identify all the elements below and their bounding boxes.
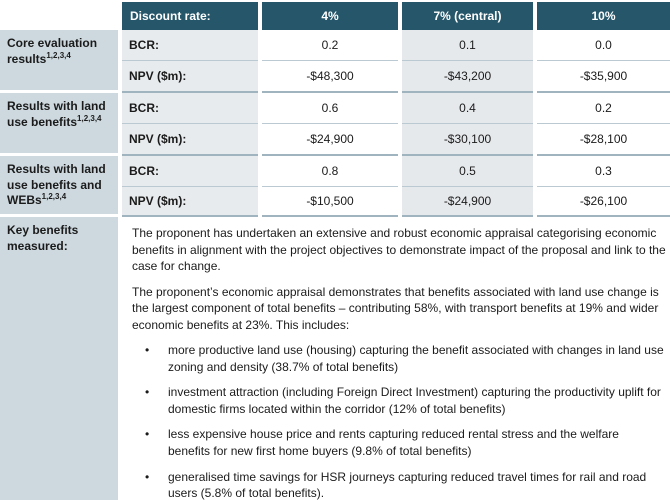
bullet-icon: • <box>145 427 150 442</box>
bullet-item: • investment attraction (including Forei… <box>132 384 666 417</box>
value-cell: 0.2 <box>262 30 398 61</box>
value-cell: -$48,300 <box>262 61 398 93</box>
bullet-text: generalised time savings for HSR journey… <box>168 469 647 500</box>
value-cell: 0.8 <box>262 156 398 187</box>
value-cell: 0.6 <box>262 93 398 124</box>
metric-label-npv: NPV ($m): <box>122 187 258 217</box>
bullet-item: • generalised time savings for HSR journ… <box>132 469 666 500</box>
bullet-text: more productive land use (housing) captu… <box>168 343 664 374</box>
metric-label-bcr: BCR: <box>122 93 258 124</box>
corner-cell <box>0 2 118 30</box>
value-cell: -$35,900 <box>537 61 670 93</box>
metric-label-bcr: BCR: <box>122 156 258 187</box>
value-cell: -$10,500 <box>262 187 398 217</box>
header-col-4pct: 4% <box>262 2 398 30</box>
value-cell: 0.0 <box>537 30 670 61</box>
bullet-text: less expensive house price and rents cap… <box>168 427 619 459</box>
key-benefits-label: Key benefits measured: <box>0 217 118 500</box>
value-cell: 0.1 <box>402 30 533 61</box>
header-col-7pct-central: 7% (central) <box>402 2 533 30</box>
key-benefits-paragraph: The proponent has undertaken an extensiv… <box>132 226 666 274</box>
header-discount-rate: Discount rate: <box>122 2 258 30</box>
group-label-text: Results with land use benefits and WEBs <box>7 162 106 208</box>
bullet-item: • more productive land use (housing) cap… <box>132 342 666 375</box>
bullet-item: • less expensive house price and rents c… <box>132 426 666 459</box>
value-cell: 0.5 <box>402 156 533 187</box>
footnote-superscript: 1,2,3,4 <box>46 50 71 60</box>
value-cell: 0.3 <box>537 156 670 187</box>
group-label-land-use-benefits: Results with land use benefits1,2,3,4 <box>0 93 118 156</box>
group-label-core-evaluation-results: Core evaluation results1,2,3,4 <box>0 30 118 93</box>
metric-label-bcr: BCR: <box>122 30 258 61</box>
bullet-icon: • <box>145 385 150 400</box>
bullet-icon: • <box>145 343 150 358</box>
value-cell: 0.2 <box>537 93 670 124</box>
key-benefits-content: The proponent has undertaken an extensiv… <box>122 217 670 500</box>
metric-label-npv: NPV ($m): <box>122 61 258 93</box>
header-col-10pct: 10% <box>537 2 670 30</box>
group-label-text: Results with land use benefits <box>7 99 106 129</box>
value-cell: -$26,100 <box>537 187 670 217</box>
footnote-superscript: 1,2,3,4 <box>41 192 67 202</box>
metric-label-npv: NPV ($m): <box>122 124 258 156</box>
group-label-text: Core evaluation results <box>7 36 98 66</box>
value-cell: -$30,100 <box>402 124 533 156</box>
value-cell: -$24,900 <box>402 187 533 217</box>
footnote-superscript: 1,2,3,4 <box>77 113 102 123</box>
value-cell: -$43,200 <box>402 61 533 93</box>
bullet-text: investment attraction (including Foreign… <box>168 385 661 416</box>
value-cell: -$24,900 <box>262 124 398 156</box>
value-cell: -$28,100 <box>537 124 670 156</box>
key-benefits-paragraph: The proponent’s economic appraisal demon… <box>132 284 659 332</box>
group-label-land-use-benefits-and-webs: Results with land use benefits and WEBs1… <box>0 156 118 217</box>
value-cell: 0.4 <box>402 93 533 124</box>
bullet-icon: • <box>145 469 150 484</box>
